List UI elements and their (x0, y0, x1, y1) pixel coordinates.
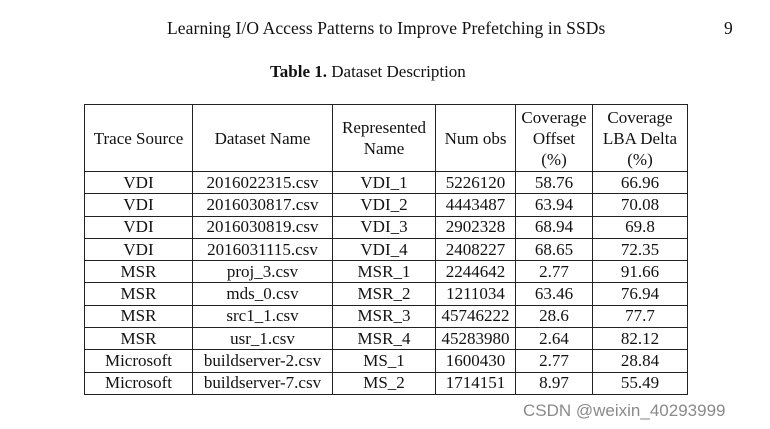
table-caption: Table 1. Dataset Description (270, 62, 466, 82)
column-header-line: Coverage (607, 107, 673, 127)
column-header-line: Coverage (521, 107, 587, 127)
table-cell: 76.94 (592, 282, 688, 306)
column-header-line: Represented (341, 118, 427, 137)
column-header-line: Dataset Name (214, 128, 311, 148)
header-row: Trace Source Dataset Name Represented Name N… (84, 104, 688, 172)
column-header-line: Offset (532, 128, 576, 148)
table-cell: 45746222 (435, 304, 516, 329)
table-cell: usr_1.csv (192, 327, 333, 351)
table-cell: 70.08 (592, 193, 688, 217)
column-header: Trace Source (84, 104, 193, 172)
table-cell: MSR_2 (332, 282, 436, 306)
table-cell: 63.46 (515, 282, 593, 306)
table-cell: 91.66 (592, 260, 688, 284)
table-cell: 2.77 (515, 260, 593, 284)
page-number: 9 (724, 18, 733, 38)
table-cell: 68.94 (515, 215, 593, 239)
table-row: Microsoft buildserver-7.csv MS_2 1714151 8.9… (84, 371, 688, 395)
table-cell: VDI_2 (332, 193, 436, 217)
column-header-line: LBA Delta (602, 128, 678, 148)
column-header-line: Num obs (444, 128, 507, 148)
table-cell: 55.49 (592, 371, 688, 395)
table-cell: MSR (84, 260, 193, 284)
watermark: CSDN @weixin_40293999 (523, 401, 726, 420)
table-cell: 1714151 (435, 371, 516, 395)
table-cell: 2016022315.csv (192, 170, 333, 195)
table-cell: 2.64 (515, 327, 593, 351)
table-cell: MS_1 (332, 349, 436, 373)
table-row: MSR src1_1.csv MSR_3 45746222 28.6 77.7 (84, 304, 688, 329)
table-cell: 66.96 (592, 170, 688, 195)
table-cell: mds_0.csv (192, 282, 333, 306)
running-title: Learning I/O Access Patterns to Improve … (167, 18, 606, 38)
table-cell: 58.76 (515, 170, 593, 195)
table-cell: 2.77 (515, 349, 593, 373)
table-cell: 2902328 (435, 215, 516, 239)
table-cell: 69.8 (592, 215, 688, 239)
caption-text: Dataset Description (331, 62, 466, 81)
table-cell: 72.35 (592, 237, 688, 262)
column-header-line: (%) (541, 149, 567, 169)
dataset-table: Trace Source Dataset Name Represented Name N… (84, 104, 688, 395)
table-cell: VDI_4 (332, 237, 436, 262)
column-header-line: Trace Source (93, 128, 184, 148)
column-header: Coverage LBA Delta (%) (592, 104, 688, 172)
table-cell: 1600430 (435, 349, 516, 373)
column-header-line: (%) (627, 149, 653, 169)
table-row: Microsoft buildserver-2.csv MS_1 1600430 2.7… (84, 349, 688, 373)
caption-label: Table 1. (270, 62, 328, 81)
table-row: VDI 2016031115.csv VDI_4 2408227 68.65 72.35 (84, 237, 688, 262)
table-cell: VDI (84, 237, 193, 262)
table-cell: src1_1.csv (192, 304, 333, 329)
table-cell: VDI (84, 215, 193, 239)
table-cell: MSR (84, 327, 193, 351)
table-cell: 77.7 (592, 304, 688, 329)
table-cell: 68.65 (515, 237, 593, 262)
table-cell: 4443487 (435, 193, 516, 217)
table-cell: 63.94 (515, 193, 593, 217)
table-cell: proj_3.csv (192, 260, 333, 284)
column-header: Represented Name (332, 104, 436, 172)
table-cell: Microsoft (84, 371, 193, 395)
table-cell: VDI (84, 193, 193, 217)
table-cell: 2016030819.csv (192, 215, 333, 239)
table-cell: 82.12 (592, 327, 688, 351)
table-row: VDI 2016030817.csv VDI_2 4443487 63.94 70.08 (84, 193, 688, 217)
table-cell: MSR_4 (332, 327, 436, 351)
table-body: VDI 2016022315.csv VDI_1 5226120 58.76 66.96 V… (84, 170, 688, 395)
table-cell: MSR_1 (332, 260, 436, 284)
column-header-line: Name (363, 139, 405, 158)
table-cell: 5226120 (435, 170, 516, 195)
table-cell: VDI (84, 170, 193, 195)
column-header: Dataset Name (192, 104, 333, 172)
column-header: Num obs (435, 104, 516, 172)
table-cell: VDI_1 (332, 170, 436, 195)
table-cell: MS_2 (332, 371, 436, 395)
table-cell: 2408227 (435, 237, 516, 262)
table-cell: 2016030817.csv (192, 193, 333, 217)
column-header: Coverage Offset (%) (515, 104, 593, 172)
table-cell: 28.84 (592, 349, 688, 373)
table-row: MSR proj_3.csv MSR_1 2244642 2.77 91.66 (84, 260, 688, 284)
table-cell: 1211034 (435, 282, 516, 306)
table-cell: Microsoft (84, 349, 193, 373)
table-cell: MSR_3 (332, 304, 436, 329)
table-row: VDI 2016030819.csv VDI_3 2902328 68.94 69.8 (84, 215, 688, 239)
table-row: MSR usr_1.csv MSR_4 45283980 2.64 82.12 (84, 327, 688, 351)
table-cell: 2016031115.csv (192, 237, 333, 262)
table-cell: 28.6 (515, 304, 593, 329)
table-cell: 2244642 (435, 260, 516, 284)
table-cell: 45283980 (435, 327, 516, 351)
table-cell: MSR (84, 304, 193, 329)
table-cell: VDI_3 (332, 215, 436, 239)
table-cell: buildserver-2.csv (192, 349, 333, 373)
table-cell: MSR (84, 282, 193, 306)
table-row: VDI 2016022315.csv VDI_1 5226120 58.76 66.96 (84, 170, 688, 195)
table-cell: 8.97 (515, 371, 593, 395)
table-cell: buildserver-7.csv (192, 371, 333, 395)
table-row: MSR mds_0.csv MSR_2 1211034 63.46 76.94 (84, 282, 688, 306)
